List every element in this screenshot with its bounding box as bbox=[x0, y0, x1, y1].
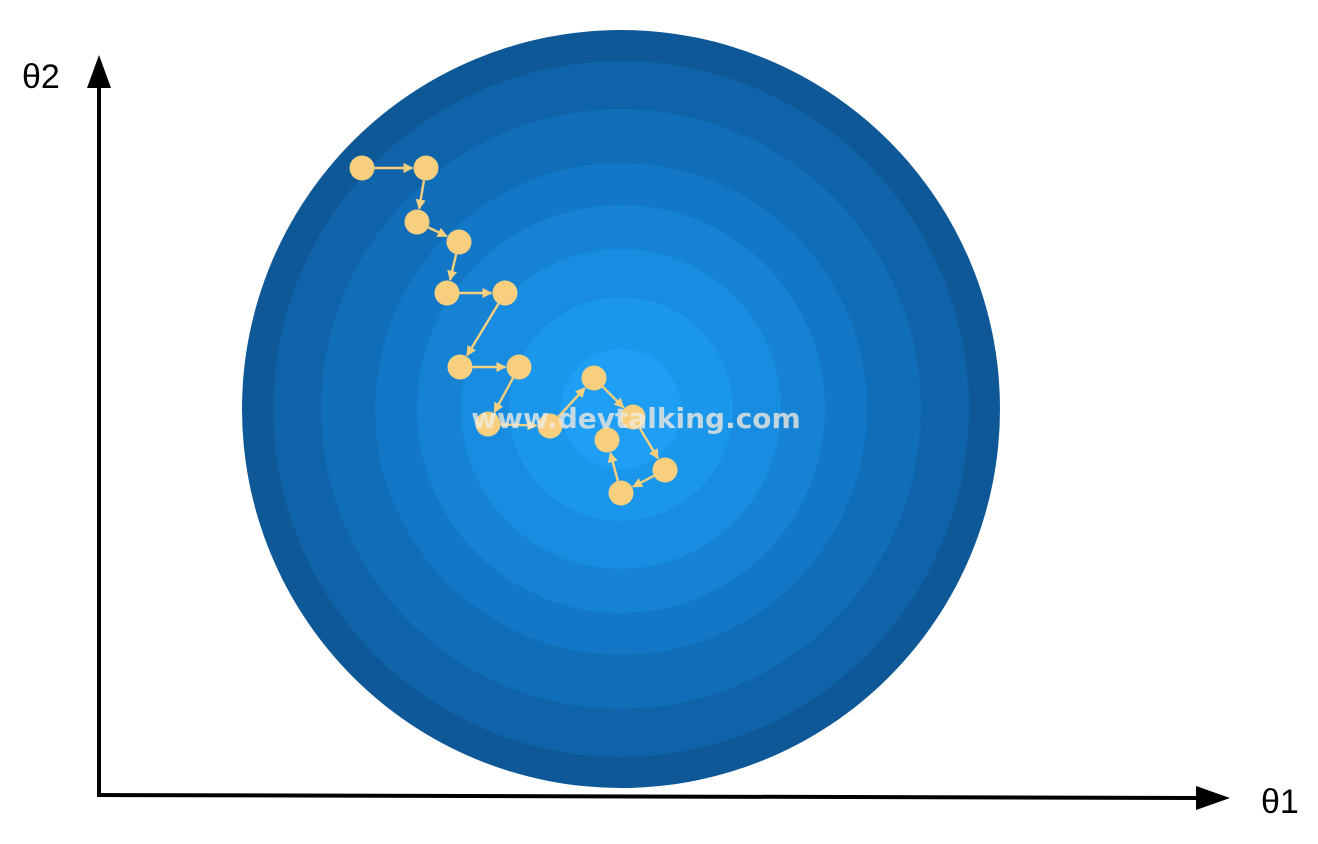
descent-step-point bbox=[448, 355, 473, 380]
descent-step-point bbox=[405, 210, 430, 235]
descent-step-point bbox=[507, 355, 532, 380]
descent-step-point bbox=[350, 156, 375, 181]
x-axis-label: θ1 bbox=[1261, 783, 1299, 821]
descent-step-point bbox=[582, 366, 607, 391]
y-axis-arrowhead bbox=[87, 55, 111, 88]
x-axis-line bbox=[97, 795, 1198, 798]
descent-step-point bbox=[493, 281, 518, 306]
descent-step-point bbox=[447, 230, 472, 255]
x-axis-arrowhead bbox=[1196, 786, 1230, 810]
watermark-text: www.devtalking.com bbox=[471, 402, 800, 435]
descent-step-point bbox=[609, 481, 634, 506]
descent-step-point bbox=[414, 156, 439, 181]
y-axis-label: θ2 bbox=[22, 58, 60, 96]
descent-step-point bbox=[435, 281, 460, 306]
descent-step-point bbox=[653, 458, 678, 483]
